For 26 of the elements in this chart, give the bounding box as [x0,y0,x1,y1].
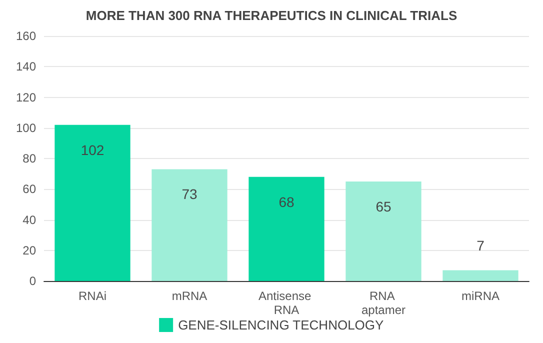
y-tick-label: 0 [29,274,36,288]
y-tick-label: 120 [16,90,36,104]
data-label: 7 [476,237,485,254]
y-tick-label: 100 [16,120,36,135]
bar [248,176,324,281]
bar [442,270,518,281]
y-tick-label: 20 [22,243,36,258]
legend-label: GENE-SILENCING TECHNOLOGY [178,318,384,332]
y-tick-label: 80 [22,152,36,166]
y-tick-label: 160 [16,29,36,43]
bar [346,181,422,281]
data-label: 68 [278,194,294,210]
bar [54,124,130,281]
data-label: 73 [182,186,198,202]
y-tick-label: 40 [22,212,36,227]
x-tick-label: miRNA [462,289,500,303]
bar [152,169,228,281]
y-tick-label: 140 [16,60,36,74]
x-tick-label: Antisense RNA [258,289,315,317]
x-tick-label: mRNA [172,289,208,303]
x-tick-label: RNA aptamer [361,289,406,317]
y-tick-label: 60 [22,182,36,196]
chart-title: MORE THAN 300 RNA THERAPEUTICS IN CLINICAL TRIALS [86,8,458,23]
data-label: 65 [376,198,392,214]
x-tick-label: RNAi [78,289,107,303]
data-label: 102 [80,142,104,158]
